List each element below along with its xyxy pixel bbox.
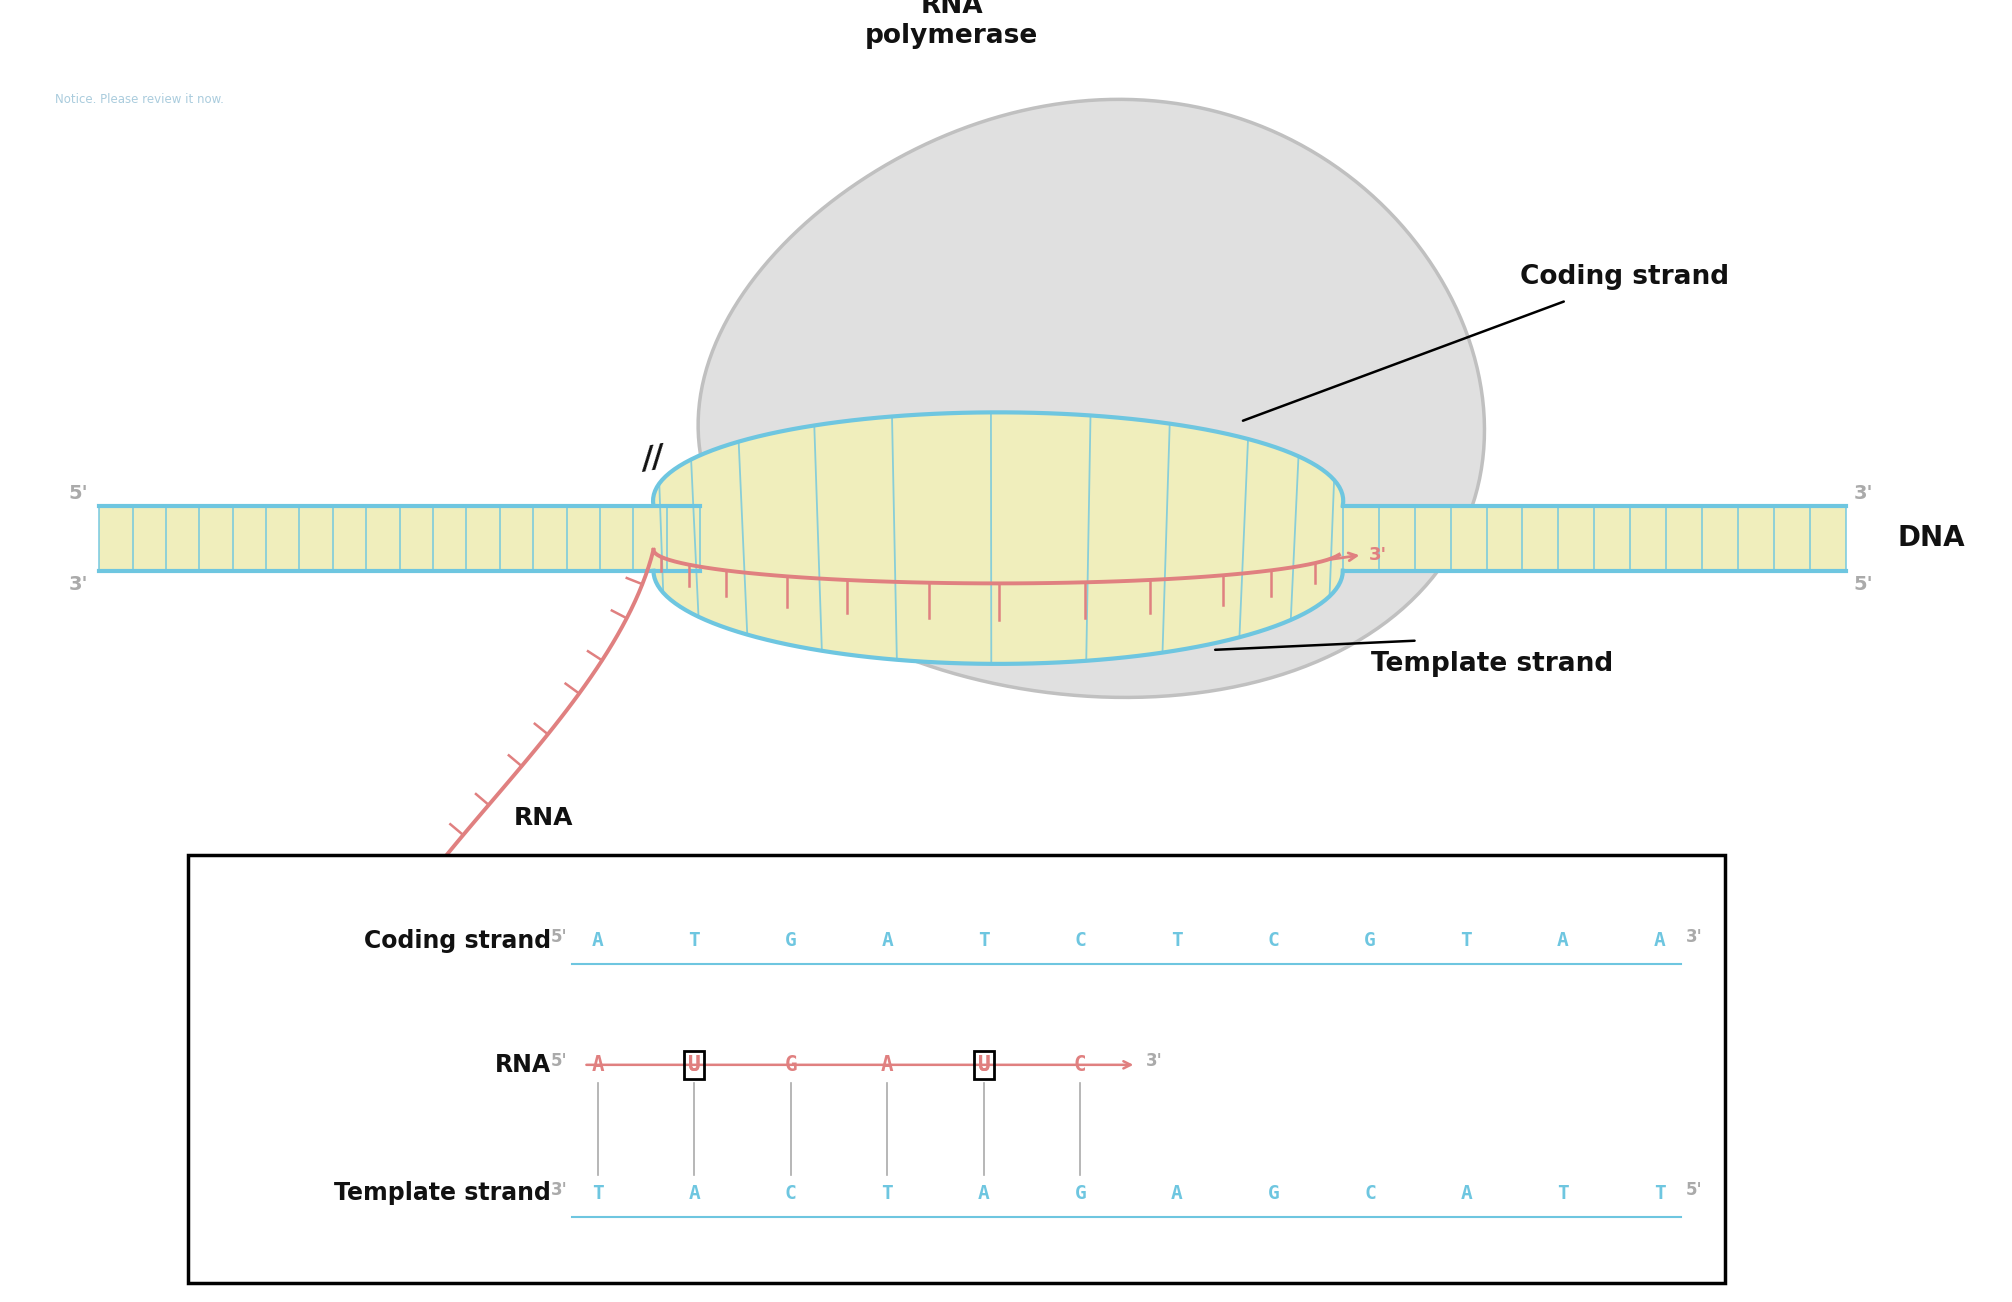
Text: A: A <box>688 1184 700 1203</box>
Text: 3': 3' <box>1853 484 1873 503</box>
Bar <box>187 855 1724 1284</box>
Text: 5': 5' <box>1853 575 1873 594</box>
Text: T: T <box>881 1184 893 1203</box>
Text: T: T <box>1557 1184 1569 1203</box>
Text: A: A <box>1654 931 1666 950</box>
Text: C: C <box>1364 1184 1376 1203</box>
Text: 3': 3' <box>1686 928 1702 945</box>
Text: Template strand: Template strand <box>1370 651 1614 677</box>
Text: 3': 3' <box>1145 1052 1163 1070</box>
Text: U: U <box>688 1055 700 1075</box>
Text: 5': 5' <box>1686 1181 1702 1199</box>
Text: G: G <box>785 1055 797 1075</box>
Text: RNA
polymerase: RNA polymerase <box>865 0 1038 49</box>
Polygon shape <box>654 413 1344 664</box>
Text: Notice. Please review it now.: Notice. Please review it now. <box>56 92 223 105</box>
Text: A: A <box>1557 931 1569 950</box>
Text: 3': 3' <box>1368 546 1386 564</box>
Text: T: T <box>1461 931 1473 950</box>
Text: U: U <box>978 1055 990 1075</box>
Polygon shape <box>698 99 1485 698</box>
Text: G: G <box>1364 931 1376 950</box>
Text: RNA: RNA <box>513 806 573 829</box>
Text: Coding strand: Coding strand <box>1519 264 1728 290</box>
Text: DNA: DNA <box>1897 525 1966 552</box>
Text: 5': 5' <box>551 1052 567 1070</box>
Text: 3': 3' <box>68 575 89 594</box>
Text: T: T <box>1171 931 1183 950</box>
Text: A: A <box>881 1055 893 1075</box>
Text: T: T <box>688 931 700 950</box>
Text: T: T <box>592 1184 604 1203</box>
Text: A: A <box>1171 1184 1183 1203</box>
Text: 3': 3' <box>551 1181 567 1199</box>
Text: G: G <box>785 931 797 950</box>
Text: T: T <box>978 931 990 950</box>
Text: Coding strand: Coding strand <box>364 928 551 953</box>
Text: A: A <box>881 931 893 950</box>
Text: C: C <box>785 1184 797 1203</box>
Text: C: C <box>1074 931 1086 950</box>
Text: G: G <box>1268 1184 1280 1203</box>
Text: C: C <box>1268 931 1280 950</box>
Text: G: G <box>1074 1184 1086 1203</box>
Bar <box>99 505 700 570</box>
Text: RNA: RNA <box>495 1053 551 1077</box>
Text: Template strand: Template strand <box>334 1181 551 1206</box>
Text: A: A <box>592 1055 604 1075</box>
Text: A: A <box>978 1184 990 1203</box>
Text: U: U <box>978 1055 990 1075</box>
Text: 5': 5' <box>68 484 89 503</box>
Text: C: C <box>1074 1055 1086 1075</box>
Text: //: // <box>640 443 666 475</box>
Bar <box>1342 505 1845 570</box>
Text: 5': 5' <box>457 901 477 921</box>
Text: A: A <box>1461 1184 1473 1203</box>
Text: 5': 5' <box>551 928 567 945</box>
Text: U: U <box>688 1055 700 1075</box>
Text: A: A <box>592 931 604 950</box>
Text: T: T <box>1654 1184 1666 1203</box>
